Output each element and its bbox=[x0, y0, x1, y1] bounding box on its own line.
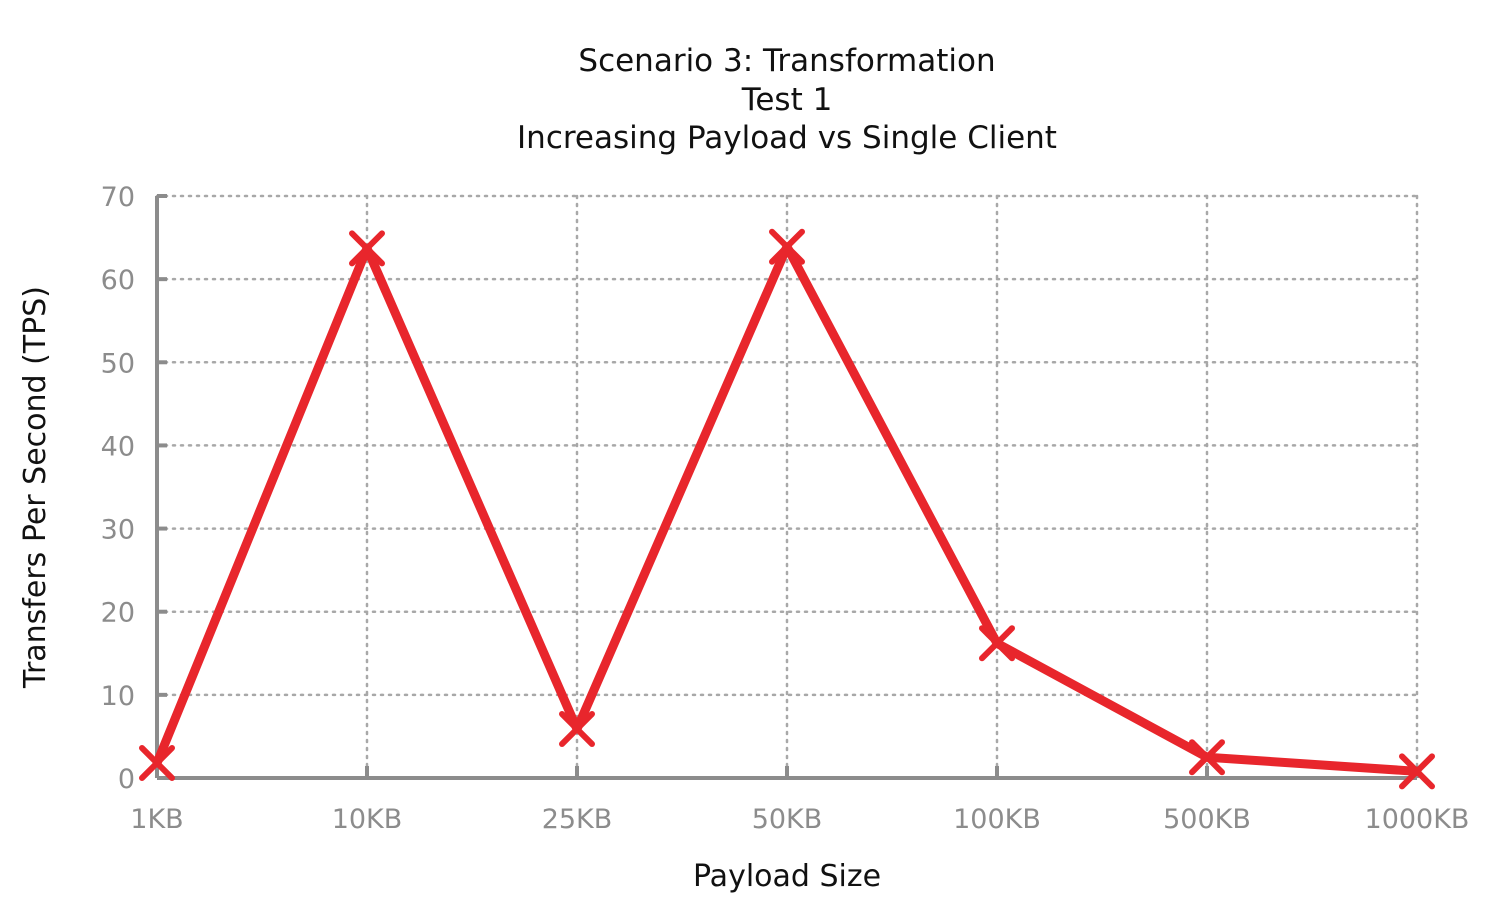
x-axis-label: Payload Size bbox=[693, 859, 881, 894]
x-tick-label: 25KB bbox=[542, 804, 613, 835]
data-point-marker bbox=[769, 228, 805, 265]
x-tick-label: 1000KB bbox=[1365, 804, 1470, 835]
chart-title-line-1: Scenario 3: Transformation bbox=[578, 43, 995, 79]
y-tick-label: 10 bbox=[101, 681, 135, 712]
grid-lines bbox=[155, 194, 1419, 780]
y-tick-label: 30 bbox=[101, 515, 135, 546]
data-point-marker bbox=[559, 710, 595, 747]
axes bbox=[155, 194, 1419, 780]
data-point-marker bbox=[139, 745, 175, 782]
x-tick-label: 10KB bbox=[332, 804, 403, 835]
series-group bbox=[139, 228, 1435, 790]
data-point-marker bbox=[349, 230, 385, 267]
x-tick-label: 1KB bbox=[130, 804, 183, 835]
data-point-marker bbox=[1399, 753, 1435, 790]
x-tick-label: 500KB bbox=[1163, 804, 1251, 835]
tick-labels: 0 10 20 30 40 50 60 70 1KB 10KB 25KB 50KB 100KB 500KB… bbox=[101, 182, 1470, 835]
chart-title-line-2: Test 1 bbox=[741, 82, 833, 118]
y-tick-label: 0 bbox=[118, 764, 135, 795]
data-point-marker bbox=[979, 625, 1015, 662]
data-point-marker bbox=[1189, 739, 1225, 776]
chart-title-line-3: Increasing Payload vs Single Client bbox=[517, 120, 1057, 156]
y-axis-label: Transfers Per Second (TPS) bbox=[18, 286, 53, 689]
y-tick-label: 70 bbox=[101, 182, 135, 213]
y-tick-label: 60 bbox=[101, 265, 135, 296]
y-tick-label: 20 bbox=[101, 598, 135, 629]
chart-title: Scenario 3: Transformation Test 1 Increa… bbox=[517, 43, 1057, 156]
y-tick-label: 40 bbox=[101, 431, 135, 462]
y-tick-label: 50 bbox=[101, 348, 135, 379]
x-tick-label: 100KB bbox=[953, 804, 1041, 835]
x-tick-label: 50KB bbox=[752, 804, 823, 835]
